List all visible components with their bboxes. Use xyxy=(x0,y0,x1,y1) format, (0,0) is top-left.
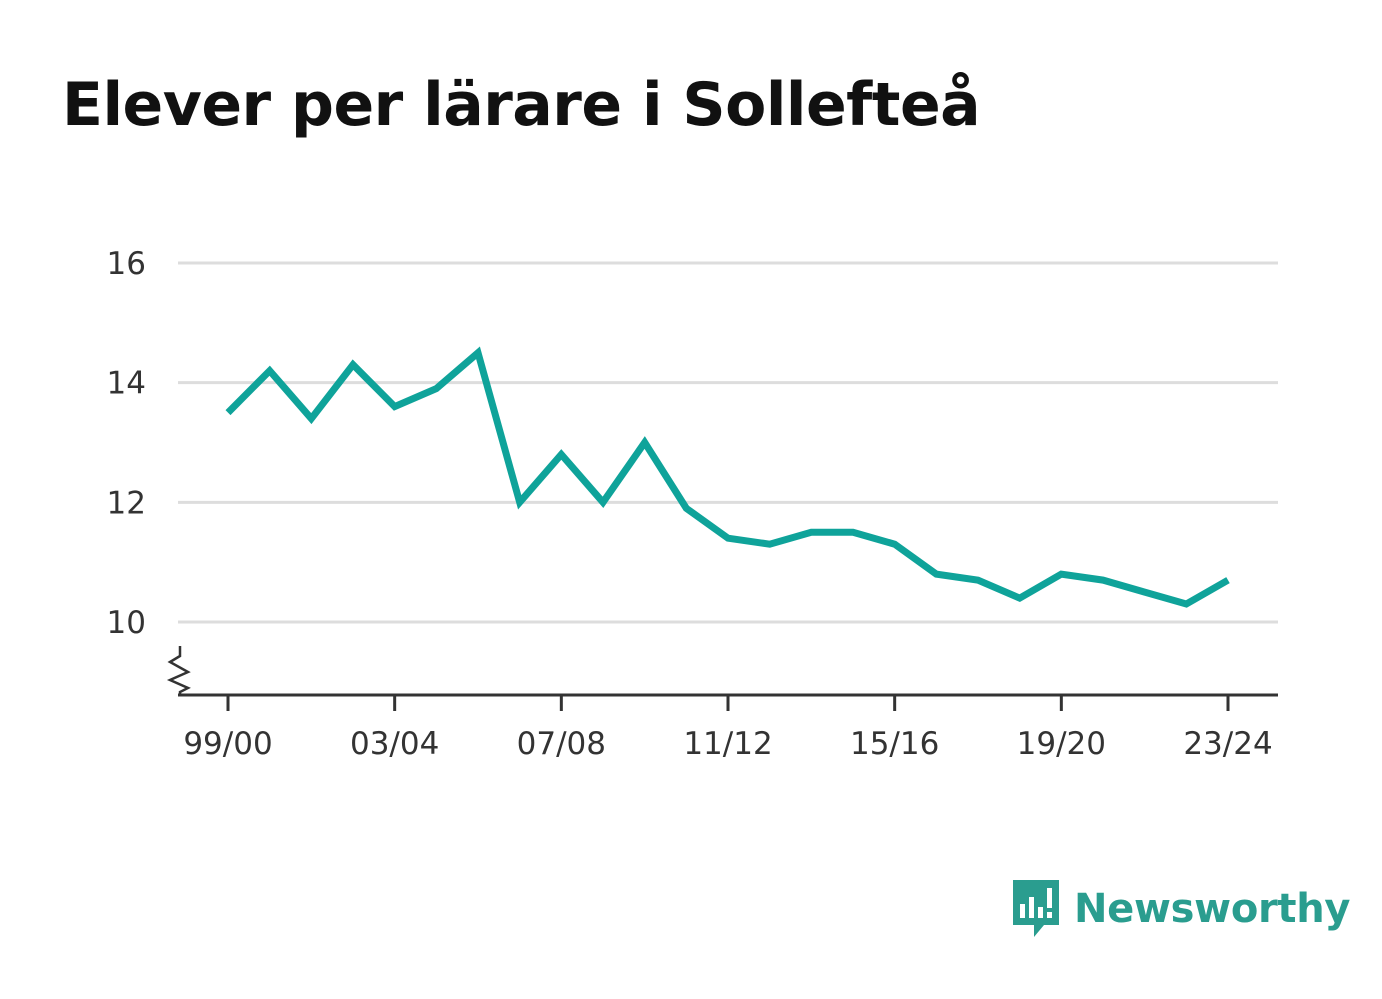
x-tick-label: 19/20 xyxy=(1017,726,1106,762)
brand: Newsworthy xyxy=(1010,878,1351,940)
x-tick-label: 11/12 xyxy=(683,726,772,762)
series-line xyxy=(225,346,1230,608)
gridlines xyxy=(178,261,1278,624)
y-tick-label: 14 xyxy=(107,366,146,402)
x-tick-label: 15/16 xyxy=(850,726,939,762)
x-tick-label: 99/00 xyxy=(183,726,272,762)
y-tick-label: 12 xyxy=(107,485,146,521)
x-tick-label: 07/08 xyxy=(517,726,606,762)
chart-title: Elever per lärare i Sollefteå xyxy=(62,70,981,140)
series xyxy=(225,346,1230,608)
x-axis-ticks: 99/00 03/04 07/08 11/12 15/16 19/20 23/24 xyxy=(183,695,1273,762)
y-axis-ticks: 10 12 14 16 xyxy=(107,246,146,641)
y-axis-break-icon xyxy=(166,646,191,695)
newsworthy-logo-icon xyxy=(1013,880,1059,937)
x-tick-label: 03/04 xyxy=(350,726,439,762)
brand-name: Newsworthy xyxy=(1074,886,1351,932)
x-tick-label: 23/24 xyxy=(1183,726,1272,762)
y-tick-label: 10 xyxy=(107,605,146,641)
y-tick-label: 16 xyxy=(107,246,146,282)
